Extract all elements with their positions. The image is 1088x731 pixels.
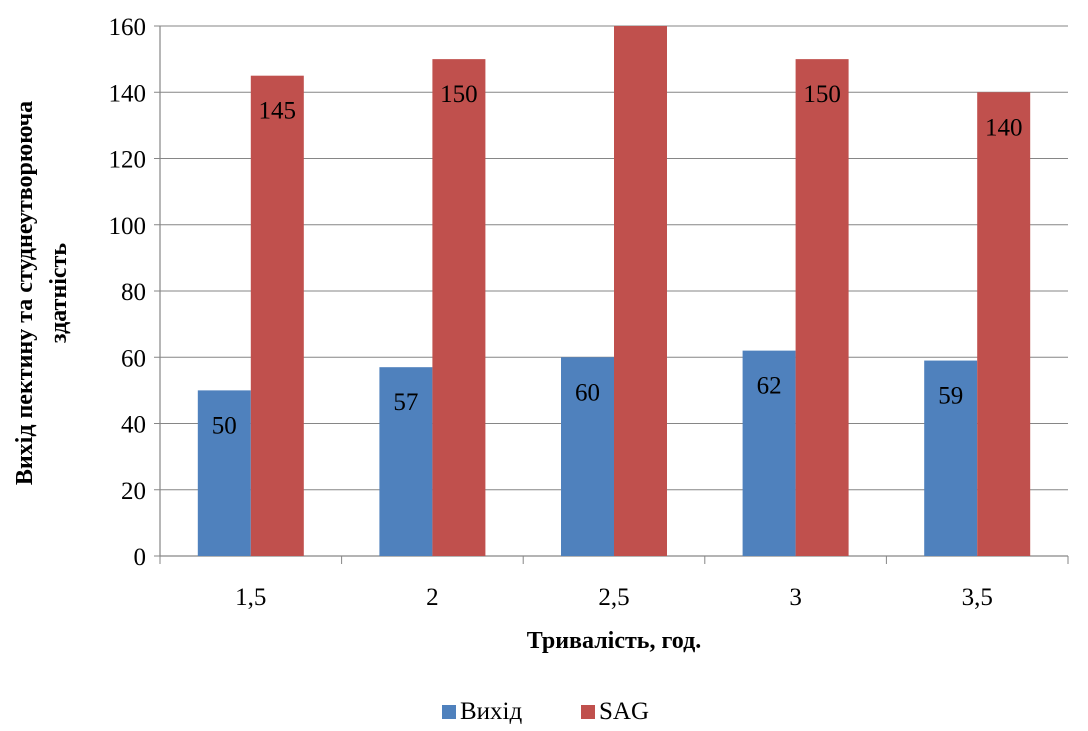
y-tick-label: 140 <box>109 80 147 107</box>
data-label: 62 <box>757 373 782 400</box>
y-axis-title-line-1: Вихід пектину та студнеутворююча <box>12 101 38 485</box>
y-tick-label: 0 <box>134 544 147 571</box>
bar-sag <box>432 59 486 556</box>
bar-vykhid <box>924 360 978 556</box>
y-tick-label: 60 <box>121 345 146 372</box>
y-tick-label: 160 <box>109 14 147 41</box>
legend-swatch-sag <box>581 705 595 719</box>
bar-vykhid <box>379 367 433 556</box>
bar-vykhid <box>742 350 796 556</box>
data-label: 145 <box>259 98 297 125</box>
x-tick-label: 3 <box>789 584 802 611</box>
data-label: 57 <box>393 389 418 416</box>
y-axis-title: Вихід пектину та студнеутворююча здатніс… <box>12 101 72 485</box>
y-tick-label: 80 <box>121 279 146 306</box>
y-tick-label: 20 <box>121 478 146 505</box>
x-tick-label: 2,5 <box>598 584 629 611</box>
bar-vykhid <box>197 390 251 556</box>
y-tick-label: 120 <box>109 147 147 174</box>
legend-swatch-vykhid <box>442 705 456 719</box>
data-label: 140 <box>985 114 1023 141</box>
x-axis-title: Тривалість, год. <box>527 628 701 654</box>
bar-sag <box>977 92 1031 556</box>
bar-sag <box>250 75 304 556</box>
y-axis-title-line-2: здатність <box>46 243 72 343</box>
x-tick-label: 2 <box>426 584 439 611</box>
y-tick-labels: 0 20 40 60 80 100 120 140 160 <box>109 14 160 571</box>
x-tick-label: 3,5 <box>962 584 993 611</box>
y-tick-label: 40 <box>121 412 146 439</box>
data-label: 150 <box>440 81 478 108</box>
legend: Вихід SAG <box>442 698 649 725</box>
legend-label-sag: SAG <box>599 698 649 725</box>
legend-label-vykhid: Вихід <box>460 698 522 725</box>
data-label: 50 <box>212 412 237 439</box>
x-tick-label: 1,5 <box>235 584 266 611</box>
data-labels: 50 57 60 62 59 145 150 150 140 <box>212 81 1023 439</box>
bar-sag <box>614 26 667 556</box>
bar-vykhid <box>561 357 614 556</box>
x-tick-labels: 1,5 2 2,5 3 3,5 <box>159 556 1069 611</box>
bars <box>197 26 1031 556</box>
data-label: 60 <box>575 379 600 406</box>
data-label: 59 <box>938 383 963 410</box>
bar-sag <box>795 59 849 556</box>
data-label: 150 <box>803 81 841 108</box>
y-tick-label: 100 <box>109 213 147 240</box>
